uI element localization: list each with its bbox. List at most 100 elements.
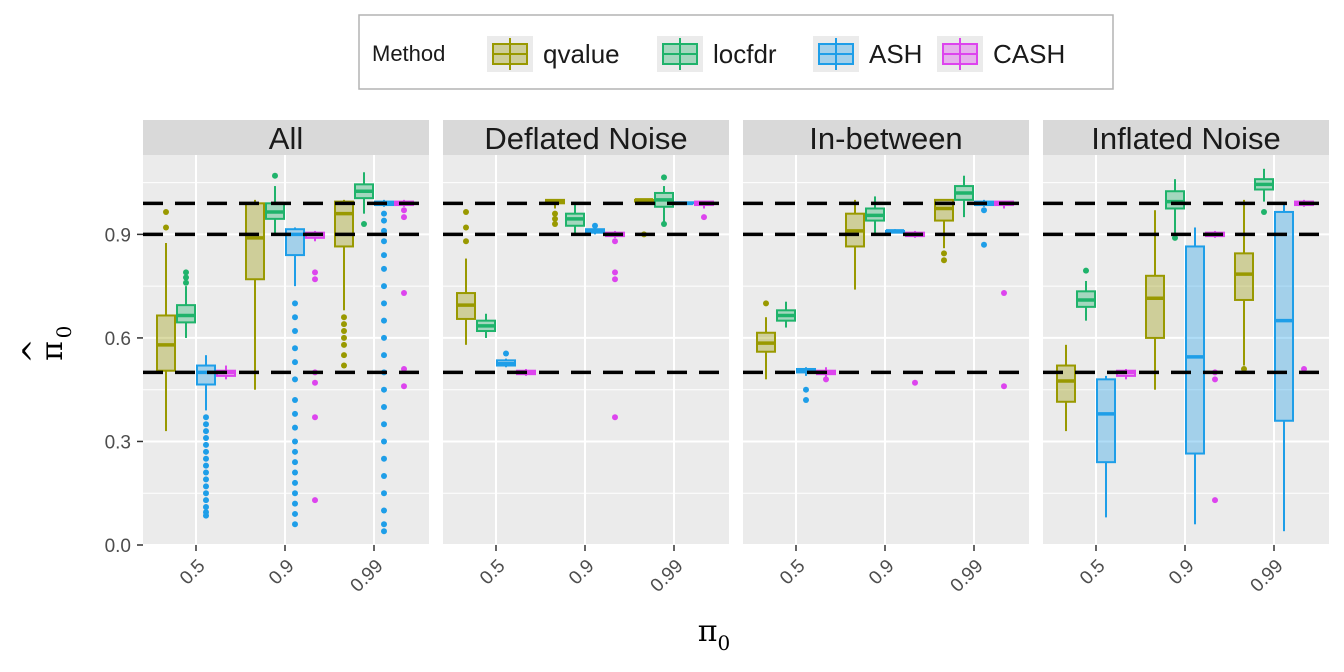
panel-all: All 0.5 0.9 0.99 (143, 120, 429, 597)
box-outlier (1001, 383, 1007, 390)
box-outlier (361, 221, 367, 228)
y-axis-title-symbol: π (35, 341, 70, 361)
box-locfdr-0-99 (354, 172, 374, 228)
box-locfdr-0-9 (865, 196, 885, 235)
box-outlier (381, 455, 387, 462)
box-outlier (612, 238, 618, 245)
box-outlier (292, 376, 298, 383)
box-outlier (381, 352, 387, 359)
box-ash-0-5 (196, 355, 216, 519)
box-outlier (183, 269, 189, 276)
legend-label-locfdr: locfdr (713, 39, 777, 69)
box-qvalue-0-99 (1234, 199, 1254, 372)
x-tick-label: 0.9 (1165, 556, 1199, 590)
box-outlier (981, 241, 987, 248)
x-axis-title-subscript: 0 (717, 631, 730, 655)
box-iqr (1145, 274, 1165, 339)
box-iqr (245, 202, 265, 281)
panel-strip (743, 120, 1029, 155)
box-outlier (292, 500, 298, 507)
box-ash-0-5 (1096, 375, 1116, 518)
box-outlier (463, 224, 469, 231)
x-tick-label: 0.9 (265, 556, 299, 590)
box-locfdr-0-9 (265, 172, 285, 235)
panel-in-between: In-between 0.5 0.9 0.99 (743, 120, 1029, 597)
panel-title: Deflated Noise (484, 121, 687, 156)
box-outlier (381, 521, 387, 528)
box-outlier (401, 290, 407, 297)
y-tick-label: 0.0 (105, 536, 131, 557)
box-outlier (203, 476, 209, 483)
box-outlier (341, 321, 347, 328)
box-outlier (341, 341, 347, 348)
box-outlier (401, 383, 407, 390)
box-outlier (1261, 208, 1267, 215)
box-outlier (292, 345, 298, 352)
box-ash-0-9 (1185, 227, 1205, 525)
box-outlier (292, 424, 298, 431)
panel-strip (143, 120, 429, 155)
box-locfdr-0-5 (1076, 267, 1096, 321)
box-outlier (381, 421, 387, 428)
box-ash-0-5 (496, 350, 516, 368)
box-outlier (381, 227, 387, 234)
box-outlier (292, 359, 298, 366)
panel-strip (443, 120, 729, 155)
box-qvalue-0-5 (456, 208, 476, 345)
box-outlier (381, 252, 387, 259)
box-iqr (1274, 210, 1294, 422)
panel-title: Inflated Noise (1091, 121, 1281, 156)
box-outlier (292, 459, 298, 466)
y-axis-title-hat: ^ (17, 338, 52, 363)
y-axis-title-subscript: 0 (52, 326, 76, 339)
box-outlier (203, 414, 209, 421)
box-outlier (381, 507, 387, 514)
legend-title: Method (372, 41, 445, 66)
box-ash-0-9 (585, 222, 605, 235)
box-outlier (381, 300, 387, 307)
legend-label-cash: CASH (993, 39, 1065, 69)
box-outlier (381, 528, 387, 535)
box-outlier (381, 210, 387, 217)
box-outlier (463, 208, 469, 215)
box-iqr (334, 200, 354, 248)
box-outlier (341, 314, 347, 321)
box-outlier (381, 265, 387, 272)
box-outlier (381, 283, 387, 290)
x-tick-label: 0.5 (776, 556, 810, 590)
box-outlier (203, 441, 209, 448)
box-outlier (1001, 290, 1007, 297)
box-outlier (803, 397, 809, 404)
box-outlier (612, 269, 618, 276)
box-outlier (292, 521, 298, 528)
box-locfdr-0-99 (1254, 168, 1274, 215)
box-outlier (292, 448, 298, 455)
box-outlier (381, 334, 387, 341)
legend-box (358, 14, 1114, 90)
box-outlier (292, 397, 298, 404)
legend-item-qvalue: qvalue (487, 36, 620, 72)
box-locfdr-0-99 (954, 175, 974, 218)
box-outlier (381, 472, 387, 479)
x-tick-label: 0.5 (1076, 556, 1110, 590)
box-outlier (203, 490, 209, 497)
box-outlier (763, 300, 769, 307)
box-outlier (203, 512, 209, 519)
box-outlier (612, 276, 618, 283)
box-iqr (1056, 364, 1076, 403)
box-outlier (463, 238, 469, 245)
box-outlier (312, 269, 318, 276)
box-ash-0-9 (885, 229, 905, 234)
box-outlier (552, 215, 558, 222)
box-qvalue-0-9 (1145, 210, 1165, 390)
x-tick-label: 0.99 (347, 556, 388, 597)
box-outlier (941, 257, 947, 264)
box-qvalue-0-5 (756, 300, 776, 380)
box-outlier (1241, 365, 1247, 372)
x-tick-label: 0.99 (1247, 556, 1288, 597)
box-outlier (203, 421, 209, 428)
box-outlier (381, 438, 387, 445)
box-outlier (381, 317, 387, 324)
x-tick-label: 0.5 (176, 556, 210, 590)
box-iqr (1096, 378, 1116, 464)
